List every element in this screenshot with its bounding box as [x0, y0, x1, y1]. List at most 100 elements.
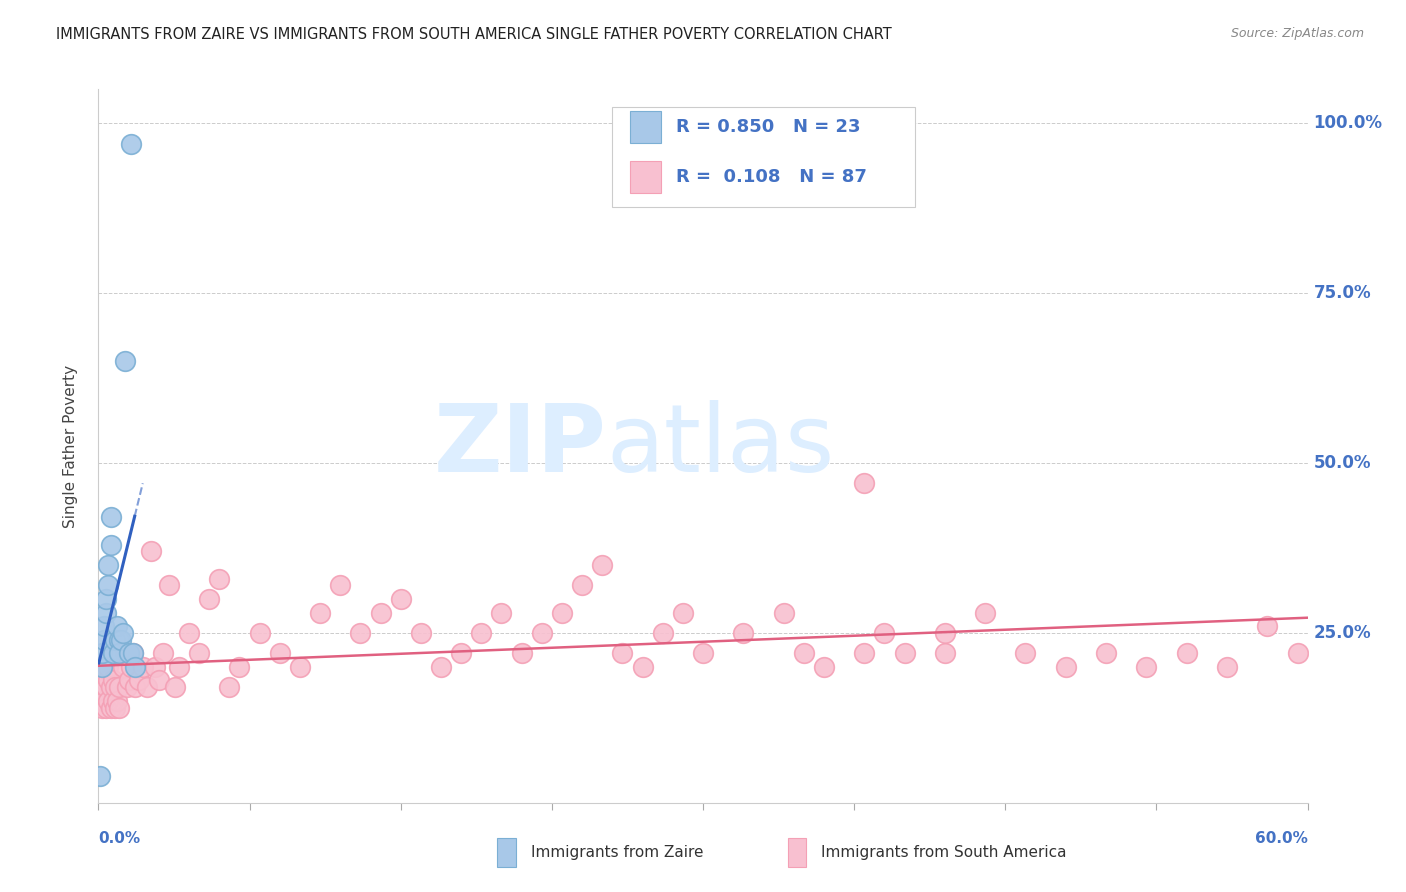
- Text: atlas: atlas: [606, 400, 835, 492]
- Point: [491, 606, 513, 620]
- Point: [103, 700, 125, 714]
- Point: [143, 660, 166, 674]
- Point: [450, 646, 472, 660]
- Point: [1286, 646, 1309, 660]
- Point: [124, 680, 146, 694]
- Point: [389, 591, 412, 606]
- Text: Immigrants from Zaire: Immigrants from Zaire: [530, 846, 703, 860]
- Point: [107, 646, 129, 660]
- Point: [934, 626, 956, 640]
- Point: [177, 626, 201, 640]
- Point: [893, 646, 915, 660]
- Text: IMMIGRANTS FROM ZAIRE VS IMMIGRANTS FROM SOUTH AMERICA SINGLE FATHER POVERTY COR: IMMIGRANTS FROM ZAIRE VS IMMIGRANTS FROM…: [56, 27, 891, 42]
- Text: 50.0%: 50.0%: [1313, 454, 1371, 472]
- Text: 60.0%: 60.0%: [1254, 831, 1308, 847]
- Point: [228, 660, 250, 674]
- Point: [470, 626, 492, 640]
- Point: [103, 632, 125, 647]
- Point: [651, 626, 673, 640]
- Point: [1095, 646, 1118, 660]
- Point: [105, 694, 128, 708]
- Point: [148, 673, 170, 688]
- Point: [121, 646, 143, 660]
- Point: [115, 680, 138, 694]
- Point: [107, 700, 129, 714]
- Point: [1135, 660, 1157, 674]
- Point: [167, 660, 190, 674]
- Text: R =  0.108   N = 87: R = 0.108 N = 87: [676, 168, 868, 186]
- Point: [672, 606, 695, 620]
- Point: [370, 606, 392, 620]
- Point: [1216, 660, 1239, 674]
- Point: [135, 680, 157, 694]
- Y-axis label: Single Father Poverty: Single Father Poverty: [63, 365, 77, 527]
- Point: [163, 680, 186, 694]
- Point: [101, 646, 124, 660]
- Point: [1014, 646, 1036, 660]
- Point: [853, 476, 876, 491]
- Point: [772, 606, 794, 620]
- FancyBboxPatch shape: [612, 107, 915, 207]
- Point: [120, 660, 142, 674]
- Point: [89, 769, 111, 783]
- Point: [107, 632, 129, 647]
- Point: [1054, 660, 1077, 674]
- Text: 100.0%: 100.0%: [1313, 114, 1382, 132]
- Point: [91, 700, 114, 714]
- FancyBboxPatch shape: [498, 838, 516, 867]
- FancyBboxPatch shape: [630, 161, 661, 193]
- Point: [188, 646, 211, 660]
- Point: [96, 606, 118, 620]
- Point: [103, 680, 125, 694]
- Point: [120, 136, 142, 151]
- Point: [111, 626, 134, 640]
- Point: [100, 680, 122, 694]
- Point: [269, 646, 291, 660]
- Point: [510, 646, 533, 660]
- Point: [218, 680, 240, 694]
- Point: [93, 632, 115, 647]
- Point: [152, 646, 174, 660]
- Point: [329, 578, 352, 592]
- Point: [249, 626, 271, 640]
- Point: [96, 591, 118, 606]
- Point: [97, 694, 120, 708]
- Point: [612, 646, 634, 660]
- Point: [91, 660, 114, 674]
- Point: [1256, 619, 1278, 633]
- Point: [132, 660, 155, 674]
- Point: [853, 646, 876, 660]
- Point: [100, 537, 122, 551]
- Point: [124, 660, 146, 674]
- Point: [97, 578, 120, 592]
- Text: 25.0%: 25.0%: [1313, 624, 1371, 642]
- Point: [309, 606, 332, 620]
- Point: [93, 660, 115, 674]
- Point: [91, 680, 114, 694]
- Point: [551, 606, 574, 620]
- Point: [198, 591, 221, 606]
- Point: [96, 700, 118, 714]
- Point: [114, 646, 136, 660]
- Point: [97, 673, 120, 688]
- Point: [139, 544, 162, 558]
- Point: [793, 646, 815, 660]
- Point: [91, 660, 114, 674]
- Point: [873, 626, 896, 640]
- Text: R = 0.850   N = 23: R = 0.850 N = 23: [676, 118, 860, 136]
- Point: [530, 626, 553, 640]
- Point: [692, 646, 714, 660]
- Text: Source: ZipAtlas.com: Source: ZipAtlas.com: [1230, 27, 1364, 40]
- Point: [208, 572, 231, 586]
- Point: [93, 619, 115, 633]
- Point: [288, 660, 311, 674]
- Point: [114, 354, 136, 368]
- Point: [349, 626, 371, 640]
- Point: [813, 660, 835, 674]
- Text: Immigrants from South America: Immigrants from South America: [821, 846, 1066, 860]
- Point: [571, 578, 593, 592]
- Point: [118, 673, 141, 688]
- Text: 75.0%: 75.0%: [1313, 284, 1371, 302]
- Point: [430, 660, 453, 674]
- FancyBboxPatch shape: [787, 838, 806, 867]
